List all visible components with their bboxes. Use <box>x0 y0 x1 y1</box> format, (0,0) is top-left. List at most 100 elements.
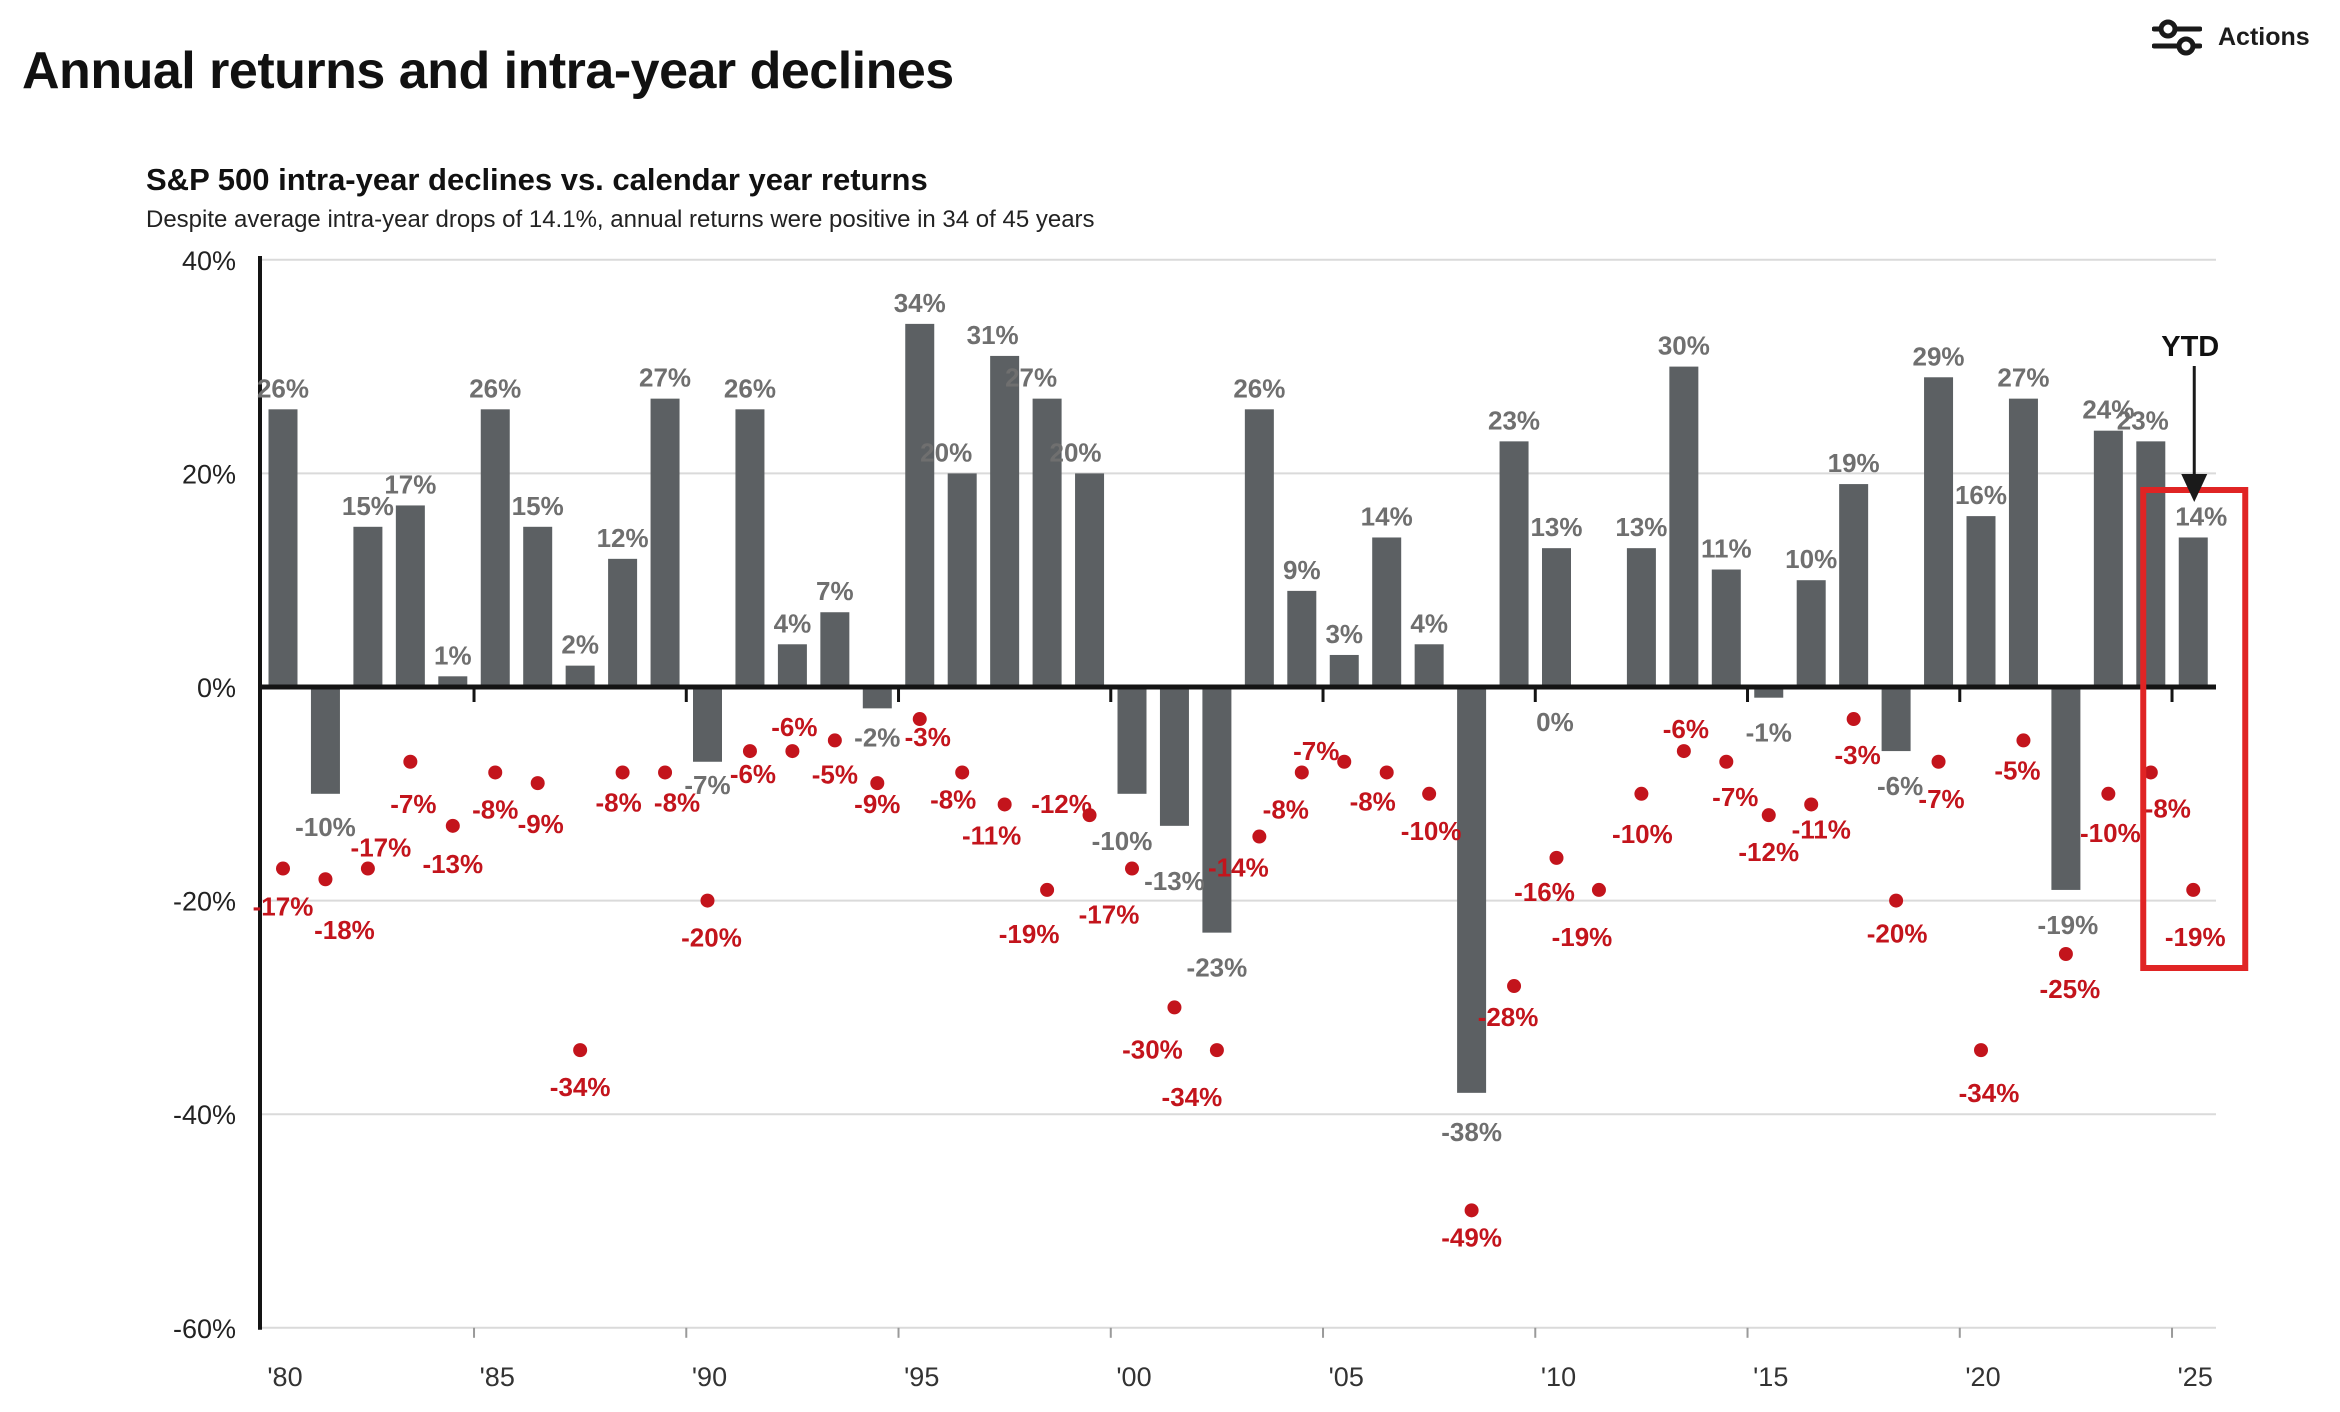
bar-1988 <box>608 558 638 687</box>
x-tick-label-1985: '85 <box>480 1362 515 1392</box>
bar-1984 <box>438 676 468 687</box>
decline-dot-1984 <box>445 818 460 833</box>
decline-label-2003: -14% <box>1208 853 1269 883</box>
decline-label-1980: -17% <box>253 892 314 922</box>
decline-dot-2008 <box>1464 1203 1479 1218</box>
chart-subtitle: Despite average intra-year drops of 14.1… <box>146 206 1095 233</box>
bar-1998 <box>1032 398 1062 687</box>
decline-dot-2015 <box>1761 808 1776 823</box>
bar-2016 <box>1796 580 1826 687</box>
decline-dot-2019 <box>1931 754 1946 769</box>
decline-label-1997: -11% <box>962 820 1021 850</box>
bar-2000 <box>1117 687 1147 794</box>
decline-label-2022: -25% <box>2040 974 2101 1004</box>
decline-label-2021: -5% <box>1994 755 2040 785</box>
decline-dot-1980 <box>276 861 290 876</box>
bar-label-2013: 30% <box>1658 331 1710 361</box>
bar-label-1998: 27% <box>1005 363 1057 393</box>
decline-label-2019: -7% <box>1918 784 1964 814</box>
decline-dot-2009 <box>1507 979 1522 994</box>
decline-dot-2000 <box>1125 861 1139 876</box>
bar-2020 <box>1966 516 1996 687</box>
bar-label-1985: 26% <box>469 373 521 403</box>
decline-label-2012: -10% <box>1612 819 1673 849</box>
bar-label-1997: 31% <box>967 320 1019 350</box>
bar-1982 <box>353 526 383 687</box>
bar-2009 <box>1499 441 1529 687</box>
decline-label-2011: -19% <box>1552 922 1613 952</box>
decline-dot-2016 <box>1804 797 1819 812</box>
decline-label-2009: -28% <box>1478 1002 1539 1032</box>
x-tick-label-1995: '95 <box>904 1362 939 1392</box>
decline-dot-2013 <box>1676 744 1691 759</box>
bar-label-1981: -10% <box>295 812 356 842</box>
decline-dot-1987 <box>573 1043 588 1058</box>
bar-2005 <box>1329 654 1359 687</box>
bar-label-1989: 27% <box>639 363 691 393</box>
page-title: Annual returns and intra-year declines <box>22 41 954 100</box>
actions-button[interactable]: Actions <box>2148 14 2314 60</box>
actions-button-label: Actions <box>2218 22 2310 51</box>
decline-dot-2003 <box>1252 829 1267 844</box>
bar-label-1988: 12% <box>597 523 649 553</box>
x-tick-label-2025: '25 <box>2178 1362 2213 1392</box>
decline-dot-2010 <box>1549 850 1564 865</box>
decline-dot-1983 <box>403 754 418 769</box>
y-tick-label-20: 20% <box>182 459 236 489</box>
decline-dot-1993 <box>827 733 842 748</box>
decline-label-1983: -7% <box>390 789 436 819</box>
decline-dot-1981 <box>318 872 333 887</box>
chart-title: S&P 500 intra-year declines vs. calendar… <box>146 161 928 197</box>
bar-2025 <box>2178 537 2208 687</box>
decline-dot-2022 <box>2058 947 2073 961</box>
x-tick-label-1980: '80 <box>267 1362 302 1392</box>
bar-2014 <box>1711 569 1741 687</box>
bar-label-1996: 20% <box>920 437 972 467</box>
bar-2017 <box>1839 484 1869 687</box>
decline-label-2016: -11% <box>1792 814 1851 844</box>
decline-dot-1996 <box>955 765 970 780</box>
bar-2002 <box>1202 687 1232 933</box>
y-tick-label--40: -40% <box>173 1100 236 1130</box>
ytd-arrow-icon <box>2181 474 2208 502</box>
bar-label-1999: 20% <box>1050 437 1102 467</box>
decline-dot-2021 <box>2016 733 2031 748</box>
bar-2010 <box>1542 548 1571 687</box>
bar-label-1991: 26% <box>724 373 776 403</box>
decline-label-1988: -8% <box>595 787 641 817</box>
decline-dot-1988 <box>615 765 630 780</box>
decline-dot-2006 <box>1379 765 1394 780</box>
bar-1999 <box>1075 473 1105 687</box>
bar-label-2016: 10% <box>1785 544 1837 574</box>
sliders-icon <box>2152 18 2202 56</box>
ytd-label: YTD <box>2161 331 2219 363</box>
bar-1997 <box>990 355 1020 687</box>
bar-label-2025: 14% <box>2175 501 2227 531</box>
decline-label-2005: -7% <box>1293 736 1339 766</box>
bar-2013 <box>1669 366 1699 687</box>
bar-1995 <box>905 323 935 687</box>
bar-label-1986: 15% <box>512 491 564 521</box>
bar-2007 <box>1414 644 1444 687</box>
bar-1992 <box>777 644 807 687</box>
bar-1991 <box>735 409 765 687</box>
decline-label-1995: -3% <box>905 722 951 752</box>
decline-label-1982: -17% <box>351 833 412 863</box>
decline-label-2013: -6% <box>1663 714 1709 744</box>
bar-2001 <box>1159 687 1189 826</box>
bar-1994 <box>862 687 892 709</box>
bar-label-2022: -19% <box>2038 910 2099 940</box>
bar-label-2020: 16% <box>1955 480 2007 510</box>
decline-label-1991: -6% <box>730 759 776 789</box>
y-tick-label--60: -60% <box>173 1314 236 1344</box>
decline-dot-2007 <box>1422 786 1437 801</box>
decline-label-2002: -34% <box>1162 1082 1223 1112</box>
bar-label-1994: -2% <box>854 722 900 752</box>
decline-label-2000: -17% <box>1079 900 1140 930</box>
decline-label-2020: -34% <box>1959 1078 2020 1108</box>
bar-label-2001: -13% <box>1144 866 1205 896</box>
decline-label-1994: -9% <box>854 789 900 819</box>
decline-dot-2011 <box>1591 882 1606 897</box>
decline-label-2014: -7% <box>1712 782 1758 812</box>
bar-1980 <box>268 409 298 687</box>
